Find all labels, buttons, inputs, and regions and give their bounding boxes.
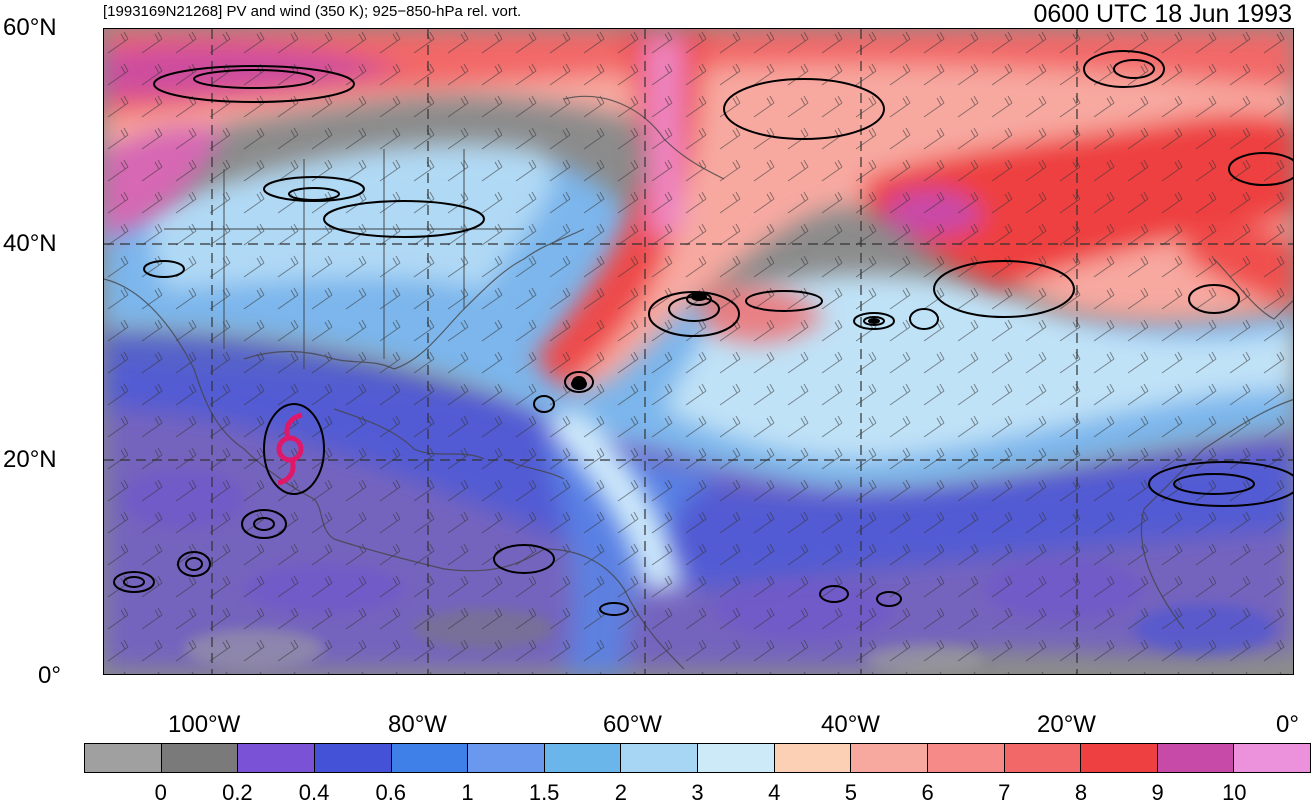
colorbar-swatch-9 [774,744,852,772]
plot-subtitle: [1993169N21268] PV and wind (350 K); 925… [103,3,522,20]
colorbar-swatch-10 [851,744,928,772]
colorbar-swatch-3 [314,744,392,772]
colorbar-tick-label: 6 [921,780,934,805]
colorbar-swatch-12 [1004,744,1082,772]
colorbar-tick-label: 0.6 [375,780,407,805]
colorbar-tick-label: 8 [1074,780,1088,805]
lon-label-60w: 60°W [603,711,662,738]
colorbar-tick-label: 10 [1222,780,1247,805]
colorbar-swatch-13 [1081,744,1158,772]
colorbar-swatch-8 [698,744,775,772]
colorbar-swatch-6 [544,744,622,772]
colorbar-tick-label: 0 [154,780,167,805]
lon-label-20w: 20°W [1037,711,1096,738]
colorbar-tick-label: 9 [1151,780,1164,805]
lat-label-0: 0° [38,662,61,689]
colorbar-tick-label: 0.4 [298,780,330,805]
colorbar-tick-label: 3 [691,780,704,805]
vorticity-maxima [571,293,880,390]
colorbar-tick-label: 5 [844,780,857,805]
lon-label-100w: 100°W [168,711,241,738]
lat-label-20n: 20°N [3,446,57,473]
colorbar-tick-label: 1 [461,780,474,805]
colorbar-swatch-15 [1234,744,1310,772]
lon-label-0: 0° [1276,711,1299,738]
colorbar-tick-label: 7 [998,780,1011,805]
colorbar-tick-label: 2 [614,780,627,805]
colorbar-swatch-0 [85,744,162,772]
pv-map [104,29,1293,674]
lon-label-80w: 80°W [388,711,447,738]
colorbar-tick-label: 0.2 [222,780,253,805]
lat-label-40n: 40°N [3,230,57,257]
lon-label-40w: 40°W [821,711,880,738]
wind-barbs [104,29,1293,674]
colorbar-tick-label: 1.5 [528,780,560,805]
graticule [104,29,1293,674]
colorbar-swatch-11 [927,744,1005,772]
vorticity-contours [113,50,1293,616]
colorbar-swatch-7 [621,744,698,772]
plot-timestamp: 0600 UTC 18 Jun 1993 [1033,0,1292,28]
colorbar-swatch-1 [161,744,239,772]
pv-map-panel [103,28,1294,675]
colorbar-swatch-5 [468,744,545,772]
colorbar-swatch-4 [391,744,469,772]
colorbar-swatch-2 [238,744,315,772]
colorbar-tick-label: 4 [768,780,781,805]
colorbar-swatch-14 [1157,744,1235,772]
pv-colorbar [84,743,1311,773]
lat-label-60n: 60°N [3,14,57,41]
tropical-cyclone-icon [276,412,304,486]
